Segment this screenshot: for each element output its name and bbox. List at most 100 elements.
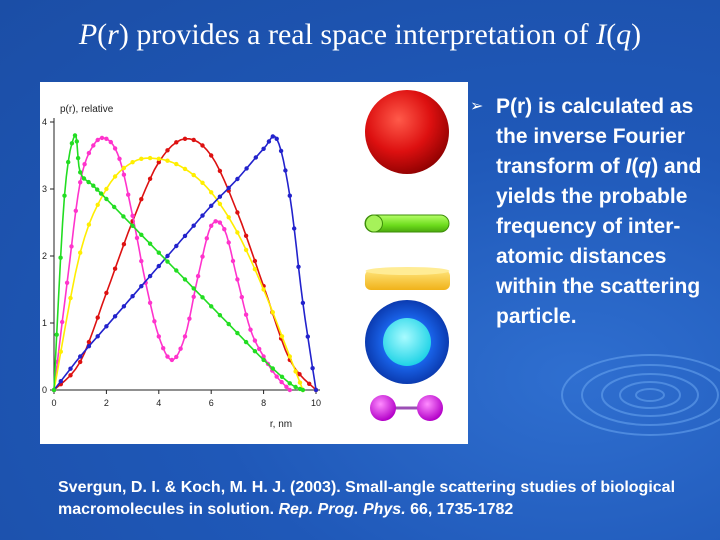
series-0-point	[243, 233, 249, 238]
rod-icon	[364, 214, 450, 233]
series-3-point	[270, 134, 275, 139]
series-1-point	[191, 294, 196, 299]
series-1-point	[104, 136, 109, 141]
y-tick-label: 3	[42, 184, 47, 194]
series-2-point	[279, 334, 285, 339]
y-tick-label: 2	[42, 251, 47, 261]
series-0-point	[200, 143, 205, 148]
series-2-point	[78, 250, 83, 255]
series-0-point	[182, 136, 188, 141]
series-2-point	[104, 186, 109, 192]
series-3-point	[313, 387, 319, 393]
series-4-point	[139, 232, 144, 237]
series-1-point	[257, 346, 262, 352]
series-1-point	[187, 316, 192, 321]
series-0-point	[139, 197, 144, 202]
series-3-point	[266, 139, 272, 144]
series-1-point	[69, 244, 74, 249]
series-4-point	[217, 313, 223, 318]
series-4-point	[287, 381, 292, 386]
series-0-point	[68, 373, 73, 378]
series-1-point	[200, 254, 205, 259]
series-0-point	[235, 210, 240, 215]
series-1-point	[95, 137, 100, 143]
series-1-point	[64, 280, 70, 285]
series-4-point	[74, 139, 79, 144]
series-0-point	[78, 359, 83, 365]
series-3-point	[287, 193, 292, 198]
series-4-point	[209, 304, 214, 309]
series-1-point	[91, 143, 96, 148]
series-3-point	[174, 243, 179, 249]
series-3-point	[182, 233, 188, 239]
series-4-point	[91, 183, 96, 188]
series-1-point	[182, 334, 188, 339]
series-3-point	[78, 354, 83, 359]
series-1-point	[82, 162, 87, 167]
series-3-point	[217, 194, 223, 199]
series-3-point	[292, 226, 297, 231]
series-2-point	[235, 230, 240, 235]
series-2-point	[139, 156, 144, 161]
series-1-point	[209, 223, 214, 228]
series-3-point	[274, 136, 279, 141]
series-1-point	[139, 258, 144, 264]
series-0-point	[156, 160, 161, 165]
series-3-point	[130, 294, 135, 299]
series-2-point	[209, 190, 214, 195]
series-2-point	[293, 369, 298, 374]
series-1-point	[165, 354, 170, 359]
series-1-point	[60, 319, 65, 325]
series-1-point	[108, 139, 114, 145]
series-1-point	[284, 384, 289, 389]
series-1-point	[174, 354, 179, 360]
series-3-point	[95, 334, 100, 339]
series-4-point	[72, 133, 78, 138]
series-line-2	[53, 157, 304, 391]
series-1-point	[134, 235, 140, 241]
series-4-point	[279, 374, 285, 379]
series-3-point	[58, 379, 63, 384]
series-2-point	[112, 174, 118, 179]
series-1-point	[195, 273, 201, 279]
series-2-point	[182, 166, 188, 172]
x-tick-label: 0	[51, 398, 56, 408]
series-1-point	[99, 135, 105, 141]
series-0-point	[86, 339, 92, 345]
series-4-point	[75, 155, 81, 161]
series-1-point	[279, 379, 284, 385]
x-tick-label: 8	[261, 398, 266, 408]
series-4-point	[156, 250, 161, 255]
series-1-point	[274, 374, 279, 379]
x-tick-label: 10	[311, 398, 321, 408]
series-3-point	[278, 148, 284, 154]
series-1-point	[178, 346, 183, 351]
series-4-point	[121, 214, 126, 219]
series-4-point	[86, 179, 91, 185]
series-0-point	[121, 242, 127, 247]
x-tick-label: 4	[156, 398, 161, 408]
series-4-point	[174, 268, 179, 273]
series-1-point	[248, 327, 253, 332]
x-axis-label: r, nm	[270, 419, 292, 430]
series-3-point	[68, 366, 73, 371]
series-4-point	[104, 196, 109, 202]
series-1-point	[152, 319, 157, 324]
series-0-point	[165, 148, 170, 153]
series-1-point	[230, 258, 236, 264]
series-4-point	[51, 387, 57, 393]
series-4-point	[130, 223, 135, 228]
series-2-point	[95, 202, 100, 207]
series-1-point	[204, 236, 209, 241]
series-3-point	[244, 166, 249, 171]
series-1-point	[287, 387, 292, 393]
series-1-point	[213, 219, 218, 224]
series-1-point	[78, 180, 83, 185]
hollow-sphere-icon	[365, 300, 449, 384]
series-0-point	[297, 372, 302, 377]
series-line-3	[53, 135, 317, 391]
series-3-point	[86, 344, 92, 349]
series-0-point	[147, 176, 153, 181]
series-3-point	[156, 263, 161, 269]
y-tick-label: 4	[42, 117, 47, 127]
